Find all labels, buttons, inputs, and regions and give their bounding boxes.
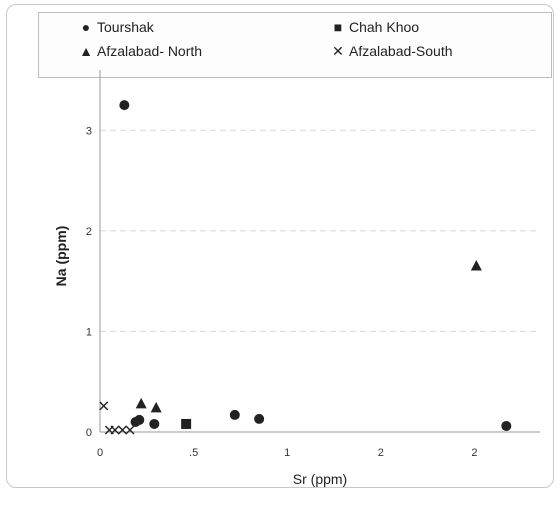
legend-label: Chah Khoo [349,19,420,35]
data-point-triangle [470,260,482,271]
data-point-square [181,418,192,429]
square-marker-icon: ■ [333,19,343,35]
data-point-circle [149,418,160,429]
x-tick-label: 2 [471,447,477,459]
data-point-circle [501,420,512,431]
data-point-circle [134,414,145,425]
legend: ● Tourshak ▲ Afzalabad- North ■ Chah Khoo ✕… [38,12,552,78]
y-tick-label: 0 [86,427,92,439]
data-point-x [117,425,127,435]
data-point-x [110,425,120,435]
y-tick-label: 3 [86,125,92,137]
legend-item-afzalabad-south: ✕ Afzalabad-South [331,43,453,60]
data-point-triangle [135,397,147,409]
data-point-circle [229,409,240,420]
data-point-triangle [150,401,162,413]
legend-item-tourshak: ● Tourshak [79,19,154,35]
x-tick-label: 2 [378,447,384,459]
legend-item-chah-khoo: ■ Chah Khoo [331,19,419,35]
data-point-circle [254,413,265,424]
triangle-marker-icon: ▲ [79,43,93,59]
y-axis-title: Na (ppm) [53,226,69,287]
data-point-circle [119,100,130,111]
circle-marker-icon: ● [81,19,91,35]
legend-label: Afzalabad- North [97,43,203,59]
x-marker-icon: ✕ [332,43,344,59]
x-tick-label: 1 [284,447,290,459]
legend-item-afzalabad-north: ▲ Afzalabad- North [79,43,202,59]
chart-frame [6,4,554,488]
data-point-x [125,425,135,435]
y-tick-label: 1 [86,326,92,338]
x-tick-label: .5 [189,447,198,459]
legend-label: Tourshak [97,19,154,35]
x-tick-label: 0 [97,447,103,459]
y-tick-label: 2 [86,226,92,238]
data-point-x [99,401,109,411]
x-axis-title: Sr (ppm) [293,471,347,487]
legend-label: Afzalabad-South [349,43,453,59]
